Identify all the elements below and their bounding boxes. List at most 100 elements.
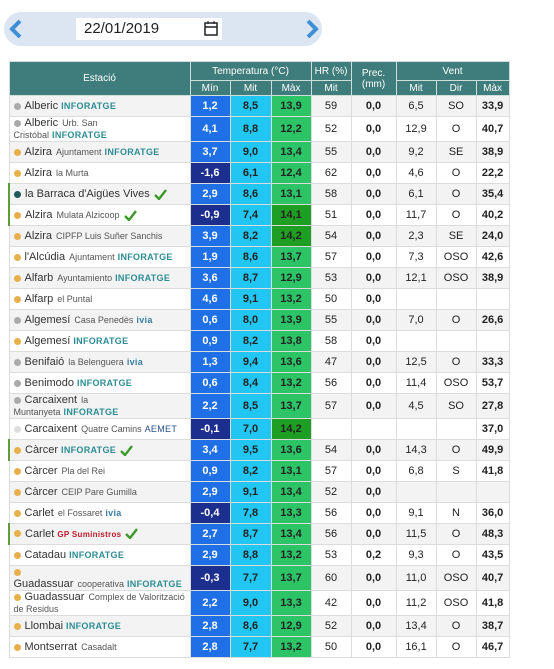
check-mark	[153, 188, 167, 201]
value-cell: O	[435, 183, 477, 205]
value-cell: 12,1	[395, 267, 437, 289]
station-name: la Barraca d'Aigües Vives	[25, 188, 150, 200]
station-cell: Algemesí INFORATGE	[8, 330, 191, 352]
status-dot	[13, 169, 21, 177]
value-cell: 36,0	[475, 502, 510, 524]
value-cell: 9,4	[229, 351, 272, 373]
value-cell: 6,1	[229, 162, 272, 184]
value-cell: 4,6	[189, 288, 231, 310]
station-name: Alzira	[25, 209, 53, 221]
status-dot	[13, 358, 21, 366]
station-cell: Guadassuar cooperativa INFORATGE	[8, 565, 191, 591]
row: Guadassuar cooperativa INFORATGE -0,3 7,7 13,…	[8, 565, 510, 591]
value-cell: 0,0	[350, 460, 397, 482]
value-cell: 2,8	[189, 615, 231, 637]
value-cell: 8,2	[229, 330, 272, 352]
network-tag: INFORATGE	[115, 273, 171, 283]
value-cell	[395, 330, 437, 352]
station-place: CIPFP Luis Suñer Sanchis	[56, 231, 163, 241]
value-cell: 9,0	[229, 590, 272, 616]
value-cell: SE	[435, 141, 477, 163]
value-cell: 55	[310, 141, 352, 163]
value-cell: 1,9	[189, 246, 231, 268]
station-name: Benimodo	[24, 377, 75, 389]
date-input[interactable]: 22/01/2019	[76, 18, 222, 40]
value-cell: 2,3	[395, 225, 437, 247]
station-place: la Murta	[56, 168, 89, 178]
station-cell: Càrcer CEIP Pare Gumilla	[8, 481, 191, 503]
row: Carlet GP Suministros 2,7 8,7 13,4 56 0,0 11,5 O…	[8, 523, 510, 545]
next-arrow[interactable]	[304, 19, 320, 39]
value-cell: 14,2	[270, 418, 312, 440]
value-cell: 14,3	[395, 439, 437, 461]
value-cell	[435, 330, 477, 352]
value-cell: O	[435, 162, 477, 184]
value-cell: 11,4	[395, 372, 437, 394]
prev-arrow[interactable]	[8, 19, 24, 39]
table-body: Alberic INFORATGE 1,2 8,5 13,9 59 0,0 6,5 SO 33,9…	[8, 95, 510, 658]
station-name: Carlet	[25, 527, 55, 540]
value-cell: 12,2	[270, 116, 312, 142]
value-cell: SO	[435, 393, 477, 419]
value-cell: 0,0	[350, 393, 397, 419]
value-cell: 2,9	[189, 544, 231, 566]
station-cell: Benimodo INFORATGE	[8, 372, 191, 394]
value-cell: 0,0	[350, 141, 397, 163]
value-cell: 42,6	[475, 246, 510, 268]
value-cell: 13,7	[270, 393, 312, 419]
value-cell: 13,4	[270, 481, 312, 503]
station-name: Alzira	[24, 146, 53, 158]
value-cell: 0,0	[350, 439, 397, 461]
value-cell: 2,9	[189, 481, 231, 503]
value-cell: 0,0	[350, 372, 397, 394]
value-cell: 56	[310, 372, 352, 394]
station-name: Alzira	[24, 167, 53, 179]
value-cell: 41,8	[475, 590, 510, 616]
row: Alfarp el Puntal 4,6 9,1 13,2 50 0,0	[8, 288, 510, 310]
value-cell: 0,0	[350, 204, 397, 226]
value-cell: 8,6	[229, 246, 272, 268]
value-cell: 13,7	[270, 565, 312, 591]
value-cell: OSO	[435, 246, 477, 268]
station-name: Carlet	[24, 507, 54, 519]
value-cell: 56	[310, 502, 352, 524]
station-name: Alzira	[24, 230, 53, 242]
value-cell: 12,4	[270, 162, 312, 184]
value-cell: 40,7	[475, 565, 510, 591]
value-cell: 8,4	[229, 372, 272, 394]
status-dot	[13, 316, 21, 324]
station-name: Catadau	[24, 549, 67, 561]
value-cell: 1,2	[189, 95, 231, 117]
station-name: Alfarb	[24, 272, 54, 284]
row: Alberic INFORATGE 1,2 8,5 13,9 59 0,0 6,5 SO 33,9	[8, 95, 510, 117]
station-cell: Alberic INFORATGE	[8, 95, 191, 117]
station-place: la Muntanyeta	[13, 395, 89, 417]
station-name: Guadassuar	[24, 591, 85, 603]
value-cell: 7,3	[395, 246, 437, 268]
row: Alfarb Ayuntamiento INFORATGE 3,6 8,7 12,9 53 0…	[8, 267, 510, 289]
station-place: CEIP Pare Gumilla	[61, 487, 137, 497]
value-cell: 3,9	[189, 225, 231, 247]
value-cell: 8,6	[229, 183, 272, 205]
status-dot	[13, 148, 21, 156]
station-cell: Càrcer Pla del Rei	[8, 460, 191, 482]
station-place: Ajuntament	[69, 252, 115, 262]
value-cell: 8,0	[229, 309, 272, 331]
value-cell: 13,2	[270, 288, 312, 310]
value-cell: 6,5	[395, 95, 437, 117]
calendar-icon[interactable]	[204, 21, 218, 36]
station-place: Casadalt	[81, 642, 117, 652]
status-dot	[13, 568, 21, 576]
station-name: Alberic	[24, 117, 59, 129]
station-name: Alberic	[24, 100, 59, 112]
status-dot	[14, 446, 21, 454]
value-cell: 49,9	[475, 439, 510, 461]
value-cell: 7,0	[395, 309, 437, 331]
value-cell: -0,4	[189, 502, 231, 524]
value-cell: O	[435, 636, 477, 658]
value-cell: 53,7	[475, 372, 510, 394]
value-cell: 12,9	[270, 267, 312, 289]
status-dot	[13, 622, 21, 630]
value-cell: 6,8	[395, 460, 437, 482]
station-cell: Carlet el Fossaret ivia	[8, 502, 191, 524]
